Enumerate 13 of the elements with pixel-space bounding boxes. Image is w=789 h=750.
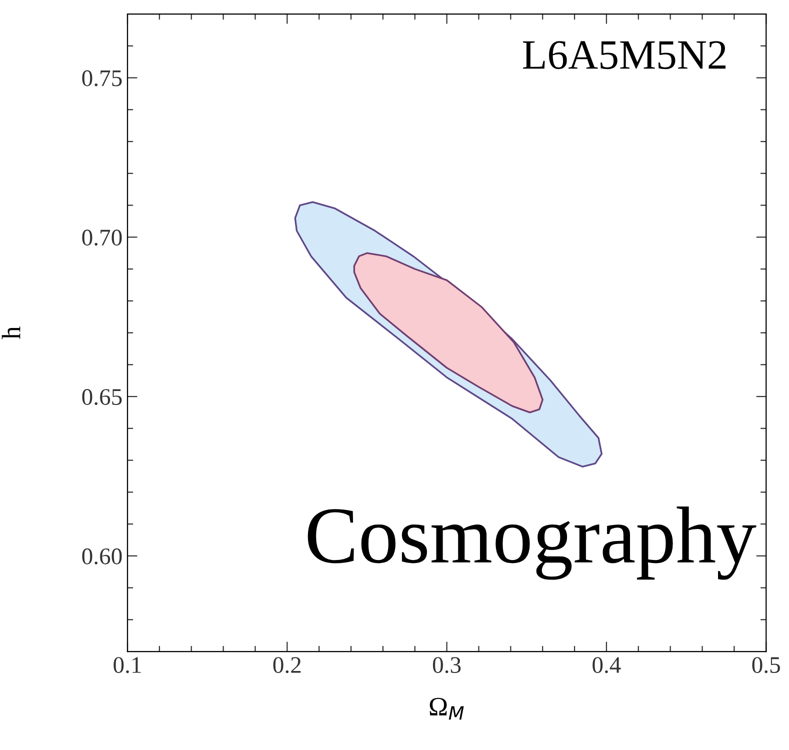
x-tick-label: 0.3 xyxy=(432,657,461,674)
y-tick-label: 0.60 xyxy=(82,548,122,564)
annotation: L6A5M5N2 xyxy=(522,41,726,70)
annotation: Cosmography xyxy=(308,506,756,580)
x-tick-label: 0.5 xyxy=(752,657,780,674)
x-axis-title: Ω$_{M}$ xyxy=(430,698,464,720)
y-axis-title: h xyxy=(2,326,20,340)
x-tick-label: 0.4 xyxy=(592,657,621,674)
y-tick-label: 0.70 xyxy=(82,230,122,246)
x-tick-label: 0.2 xyxy=(273,657,301,674)
x-tick-label: 0.1 xyxy=(114,657,141,674)
y-tick-label: 0.65 xyxy=(82,389,122,406)
y-tick-label: 0.75 xyxy=(82,70,122,86)
